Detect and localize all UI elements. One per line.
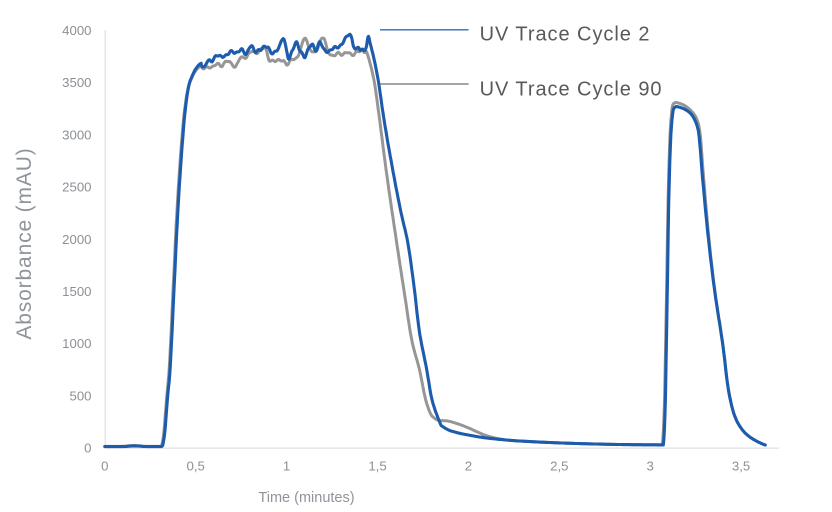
svg-text:1000: 1000	[62, 336, 91, 351]
svg-text:3000: 3000	[62, 127, 91, 142]
svg-text:2500: 2500	[62, 180, 91, 195]
svg-text:1: 1	[283, 459, 290, 474]
svg-text:UV Trace Cycle 2: UV Trace Cycle 2	[480, 23, 651, 45]
svg-text:Absorbance (mAU): Absorbance (mAU)	[13, 147, 36, 339]
svg-text:Time (minutes): Time (minutes)	[258, 490, 354, 506]
svg-text:2,5: 2,5	[550, 459, 568, 474]
svg-text:2000: 2000	[62, 232, 91, 247]
svg-text:UV Trace Cycle 90: UV Trace Cycle 90	[480, 78, 663, 100]
svg-text:4000: 4000	[62, 23, 91, 38]
svg-text:2: 2	[465, 459, 472, 474]
svg-text:1500: 1500	[62, 284, 91, 299]
svg-text:1,5: 1,5	[368, 459, 386, 474]
svg-text:3,5: 3,5	[732, 459, 750, 474]
svg-text:500: 500	[69, 388, 91, 403]
svg-text:0: 0	[84, 441, 91, 456]
svg-text:3500: 3500	[62, 75, 91, 90]
svg-text:0,5: 0,5	[187, 459, 205, 474]
svg-text:0: 0	[101, 459, 108, 474]
svg-text:3: 3	[647, 459, 654, 474]
